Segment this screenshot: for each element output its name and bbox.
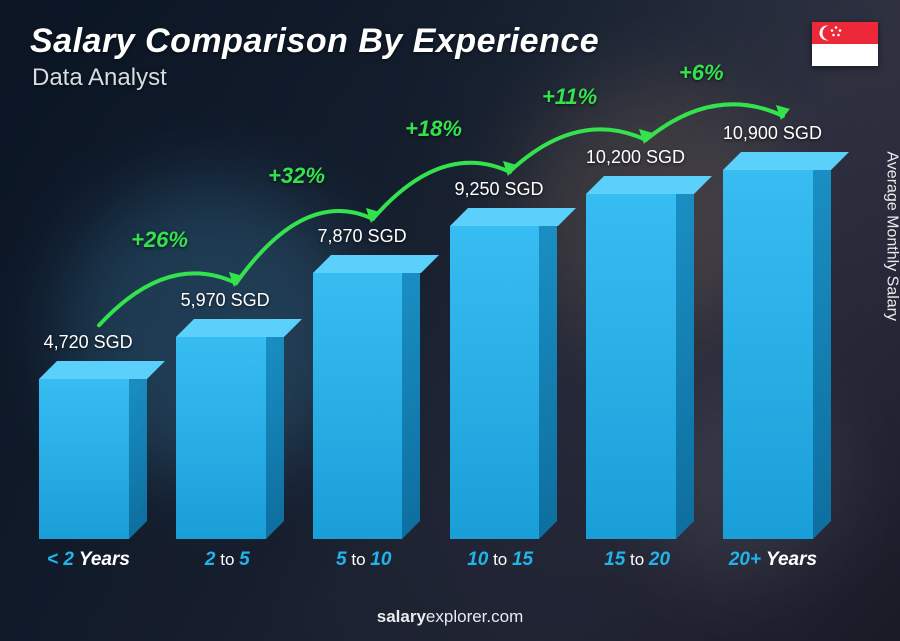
bar-3d xyxy=(176,337,284,539)
bar-front xyxy=(176,337,266,539)
bar-value-label: 4,720 SGD xyxy=(44,332,133,353)
bar-3d xyxy=(450,226,558,539)
growth-label: +26% xyxy=(131,227,188,253)
bar: 4,720 SGD< 2 Years xyxy=(39,379,147,539)
growth-label: +6% xyxy=(679,60,724,86)
bar-side xyxy=(813,152,831,539)
bar-x-label: 20+ Years xyxy=(729,549,817,571)
footer-brand-bold: salary xyxy=(377,607,426,626)
bar-top xyxy=(723,152,849,170)
growth-label: +11% xyxy=(542,84,597,110)
bar-top xyxy=(450,208,576,226)
bar-front xyxy=(586,194,676,539)
flag-icon xyxy=(812,22,878,66)
bar-3d xyxy=(313,273,421,539)
bar: 5,970 SGD2 to 5 xyxy=(176,337,284,539)
footer-watermark: salaryexplorer.com xyxy=(0,607,900,627)
bar-value-label: 10,200 SGD xyxy=(586,147,685,168)
bar-front xyxy=(450,226,540,539)
bar-value-label: 10,900 SGD xyxy=(723,123,822,144)
bar-x-label: < 2 Years xyxy=(47,549,130,571)
bar-top xyxy=(313,255,439,273)
bar-x-label: 10 to 15 xyxy=(467,549,533,571)
bar-side xyxy=(539,208,557,539)
bar-top xyxy=(39,361,165,379)
bar: 7,870 SGD5 to 10 xyxy=(313,273,421,539)
footer-brand-rest: explorer.com xyxy=(426,607,523,626)
bar-top xyxy=(586,176,712,194)
chart-subtitle: Data Analyst xyxy=(32,64,167,92)
bar-value-label: 7,870 SGD xyxy=(318,226,407,247)
bar-side xyxy=(129,361,147,539)
bar: 10,900 SGD20+ Years xyxy=(723,170,831,539)
bar-side xyxy=(676,176,694,539)
bar-3d xyxy=(723,170,831,539)
chart-stage: Salary Comparison By Experience Data Ana… xyxy=(0,0,900,641)
bar-x-label: 5 to 10 xyxy=(336,549,391,571)
bar-value-label: 9,250 SGD xyxy=(454,179,543,200)
bar-x-label: 2 to 5 xyxy=(205,549,250,571)
bar-3d xyxy=(586,194,694,539)
bar-side xyxy=(402,255,420,539)
bar-3d xyxy=(39,379,147,539)
growth-label: +18% xyxy=(405,116,462,142)
chart-title: Salary Comparison By Experience xyxy=(30,22,599,61)
bar-value-label: 5,970 SGD xyxy=(181,290,270,311)
bar-front xyxy=(313,273,403,539)
bar-front xyxy=(723,170,813,539)
bars-container: 4,720 SGD< 2 Years 5,970 SGD2 to 5 7,870 S… xyxy=(20,100,850,539)
bar-front xyxy=(39,379,129,539)
bar: 10,200 SGD15 to 20 xyxy=(586,194,694,539)
bar-x-label: 15 to 20 xyxy=(604,549,670,571)
y-axis-label: Average Monthly Salary xyxy=(883,151,900,321)
chart-area: 4,720 SGD< 2 Years5,970 SGD2 to 57,870 S… xyxy=(20,100,850,581)
growth-label: +32% xyxy=(268,163,325,189)
bar-side xyxy=(266,319,284,539)
bar-top xyxy=(176,319,302,337)
bar: 9,250 SGD10 to 15 xyxy=(450,226,558,539)
